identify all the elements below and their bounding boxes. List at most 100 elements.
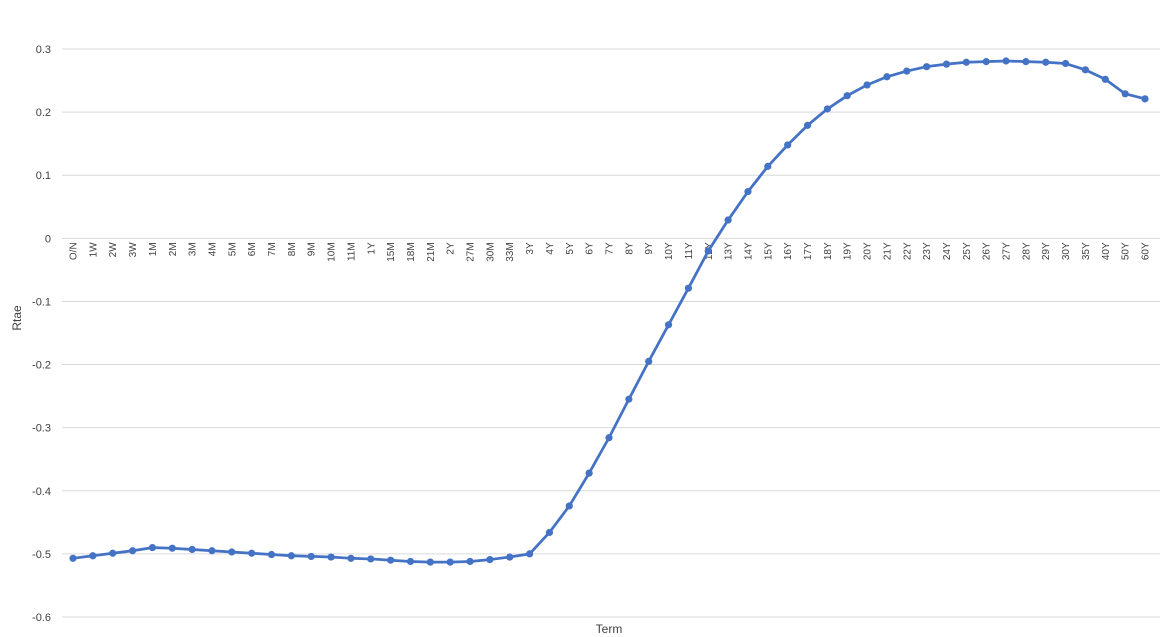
x-tick-label: 18M [406,242,417,261]
x-tick-label: 40Y [1101,242,1112,260]
data-point [89,552,97,560]
gridlines [62,48,1160,618]
x-tick-label: 15M [386,242,397,261]
x-tick-label: 11Y [684,242,695,259]
data-point [823,105,831,113]
data-point [248,549,256,557]
data-point [1061,59,1070,68]
x-axis-title: Term [596,622,623,636]
x-tick-label: 1Y [366,242,377,255]
data-point [982,58,990,66]
x-tick-label: 6Y [585,242,596,255]
data-point [942,60,951,68]
x-tick-label: 24Y [942,242,953,260]
y-tick-label: 0.1 [36,170,51,182]
y-tick-label: -0.5 [32,549,51,561]
y-axis-title: Rtae [10,305,24,331]
data-point [923,63,931,71]
x-tick-label: 3Y [525,242,536,255]
data-point [506,553,514,561]
x-tick-label: 14Y [743,242,754,260]
data-point [109,549,117,557]
data-point [307,552,315,561]
data-point [1101,75,1109,83]
data-point [466,557,474,566]
y-tick-label: 0.2 [36,107,51,119]
x-tick-label: 3W [128,242,139,258]
data-point [585,469,593,477]
x-tick-label: 2M [168,242,179,256]
data-point [287,552,295,560]
data-point [486,555,494,564]
y-tick-label: 0 [45,233,51,245]
x-tick-label: 30M [485,242,496,261]
data-point [367,555,375,563]
data-point [267,550,276,559]
data-point [962,58,970,66]
data-point [605,434,613,442]
data-point [704,247,712,255]
y-tick-label: -0.2 [32,360,51,372]
x-tick-label: 5M [227,242,238,256]
x-tick-label: 7Y [605,242,616,255]
x-tick-label: 28Y [1021,242,1032,260]
x-tick-label: 15Y [763,242,774,260]
x-axis-ticks: O/N 1W 2W 3W 1M 2M 3M 4M 5M 6M 7M 8M 9M 10M 11M 1Y 15M 18… [69,242,1152,262]
x-tick-label: 8Y [624,242,635,255]
x-tick-label: 27Y [1002,242,1013,260]
data-point [883,73,891,81]
data-point [148,543,157,552]
x-tick-label: 35Y [1081,242,1092,260]
x-tick-label: 2W [108,242,119,258]
y-tick-label: -0.4 [32,486,51,498]
x-tick-label: 19Y [843,242,854,260]
x-tick-label: 13Y [724,242,735,260]
x-tick-label: 8M [287,242,298,256]
x-tick-label: 33M [505,242,516,261]
x-tick-label: 1W [88,242,99,258]
y-tick-label: 0.3 [36,44,51,56]
data-point [843,92,851,100]
data-point [565,502,573,510]
data-point [684,284,693,292]
x-tick-label: O/N [69,242,80,260]
x-tick-label: 7M [267,242,278,256]
series-line [69,57,1149,566]
data-point [1081,66,1090,74]
data-point [724,216,732,224]
y-tick-label: -0.1 [32,296,51,308]
data-point [803,121,812,129]
data-point [208,547,216,555]
data-point [228,548,236,556]
data-point [784,141,792,149]
y-tick-label: -0.6 [32,612,51,624]
x-tick-label: 29Y [1041,242,1052,260]
x-tick-label: 21Y [882,242,893,260]
x-tick-label: 22Y [902,242,913,260]
data-point [347,554,355,562]
y-tick-label: -0.3 [32,423,51,435]
data-point [645,357,653,365]
x-tick-label: 30Y [1061,242,1072,260]
data-point [1022,58,1030,66]
x-tick-label: 27M [466,242,477,261]
x-tick-label: 4M [207,242,218,256]
data-point [545,528,554,537]
data-point [327,553,335,561]
data-point [446,558,454,566]
data-point [1042,58,1050,66]
data-point [69,554,77,562]
y-axis-ticks: 0.3 0.2 0.1 0 -0.1 -0.2 -0.3 -0.4 -0.5 -0.6 [32,44,51,624]
x-tick-label: 10Y [664,242,675,260]
x-tick-label: 17Y [803,242,814,260]
data-point [406,557,415,566]
data-point [1002,57,1010,65]
data-point [426,558,434,566]
data-point [1141,95,1149,103]
x-tick-label: 9M [307,242,318,256]
x-tick-label: 25Y [962,242,973,260]
x-tick-label: 18Y [823,242,834,260]
data-point [764,162,772,170]
x-tick-label: 23Y [922,242,933,260]
